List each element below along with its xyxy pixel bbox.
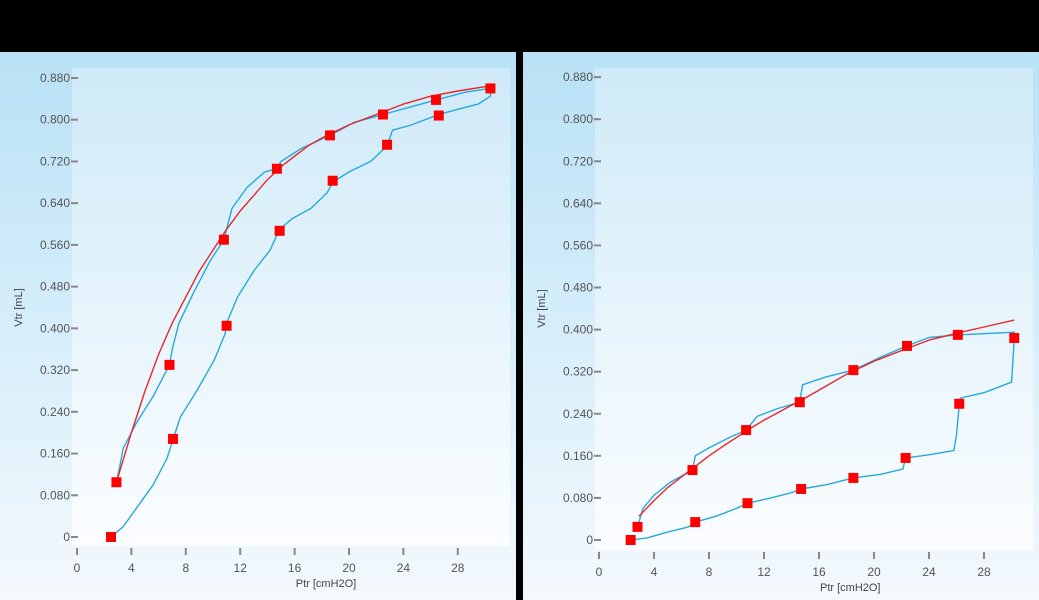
- x-tick-label: 4: [128, 561, 135, 575]
- y-tick-label: 0.160: [563, 449, 593, 463]
- x-tick-label: 16: [288, 561, 302, 575]
- sample-point-marker: [274, 225, 285, 236]
- sample-point-marker: [632, 521, 643, 532]
- y-tick-label: 0.800: [40, 113, 70, 127]
- y-axis-title: Vtr [mL]: [13, 288, 25, 327]
- y-tick-label: 0.240: [40, 405, 70, 419]
- sample-point-marker: [324, 130, 335, 141]
- y-tick-label: 0.800: [563, 112, 593, 126]
- x-tick-label: 16: [812, 565, 826, 579]
- x-tick-label: 12: [234, 561, 248, 575]
- y-axis-title: Vtr [mL]: [536, 289, 548, 328]
- y-tick-label: 0.640: [563, 196, 593, 210]
- sample-point-marker: [690, 517, 701, 528]
- sample-point-marker: [625, 535, 636, 545]
- x-tick-label: 24: [397, 561, 411, 575]
- x-tick-label: 28: [977, 565, 991, 579]
- plot-area: [72, 68, 510, 546]
- left-chart: 0 0.080 0.160 0.240 0.320 0.400 0.480 0.560 0.64…: [13, 68, 510, 590]
- sample-point-marker: [164, 359, 175, 370]
- y-tick-label: 0.640: [40, 196, 70, 210]
- left-chart-panel: 0 0.080 0.160 0.240 0.320 0.400 0.480 0.560 0.64…: [0, 52, 516, 600]
- sample-point-marker: [1009, 333, 1020, 344]
- y-tick-label: 0.480: [563, 281, 593, 295]
- x-tick-label: 8: [182, 561, 189, 575]
- y-tick-label: 0.480: [40, 280, 70, 294]
- sample-point-marker: [168, 433, 179, 444]
- sample-point-marker: [900, 452, 911, 463]
- y-tick-label: 0.320: [40, 363, 70, 377]
- sample-point-marker: [111, 477, 122, 488]
- sample-point-marker: [954, 398, 965, 409]
- sample-point-marker: [848, 365, 859, 376]
- y-tick-label: 0.080: [563, 491, 593, 505]
- sample-point-marker: [848, 472, 859, 483]
- sample-point-marker: [433, 110, 444, 121]
- fitted-curve: [115, 85, 491, 483]
- sample-point-marker: [431, 94, 442, 105]
- y-tick-label: 0.560: [40, 238, 70, 252]
- sample-point-marker: [687, 465, 698, 476]
- x-tick-label: 4: [651, 565, 658, 579]
- x-tick-label: 0: [74, 561, 81, 575]
- right-chart-panel: 0 0.080 0.160 0.240 0.320 0.400 0.480 0.560 0.64…: [523, 52, 1039, 600]
- x-tick-label: 8: [706, 565, 713, 579]
- sample-point-marker: [741, 425, 752, 436]
- measured-loop: [110, 87, 492, 538]
- x-tick-label: 20: [867, 565, 881, 579]
- sample-point-marker: [796, 483, 807, 494]
- y-tick-label: 0.880: [563, 70, 593, 84]
- sample-point-marker: [221, 320, 232, 331]
- y-tick-label: 0.880: [40, 71, 70, 85]
- y-tick-label: 0.400: [563, 323, 593, 337]
- x-axis-title: Ptr [cmH2O]: [296, 578, 357, 590]
- y-tick-label: 0.720: [40, 154, 70, 168]
- measured-loop: [630, 331, 1015, 541]
- sample-point-marker: [382, 139, 393, 150]
- x-tick-label: 24: [922, 565, 936, 579]
- sample-point-marker: [378, 109, 388, 120]
- fitted-curve: [638, 319, 1015, 517]
- y-tick-label: 0.400: [40, 321, 70, 335]
- y-tick-label: 0.080: [40, 488, 70, 502]
- sample-point-marker: [218, 234, 229, 245]
- x-tick-label: 20: [342, 561, 356, 575]
- y-tick-label: 0.320: [563, 365, 593, 379]
- plot-area: [595, 68, 1033, 550]
- y-tick-label: 0.560: [563, 238, 593, 252]
- sample-point-marker: [742, 498, 753, 509]
- x-tick-label: 12: [757, 565, 771, 579]
- y-tick-label: 0.160: [40, 447, 70, 461]
- sample-point-marker: [902, 340, 912, 351]
- right-chart: 0 0.080 0.160 0.240 0.320 0.400 0.480 0.560 0.64…: [536, 68, 1033, 594]
- x-axis-title: Ptr [cmH2O]: [820, 582, 881, 594]
- y-tick-label: 0.720: [563, 154, 593, 168]
- sample-point-marker: [106, 532, 116, 542]
- sample-point-marker: [271, 163, 282, 174]
- y-tick-label: 0: [63, 530, 70, 544]
- y-tick-label: 0: [586, 533, 593, 547]
- sample-point-marker: [485, 83, 496, 94]
- y-tick-label: 0.240: [563, 407, 593, 421]
- x-tick-label: 28: [451, 561, 465, 575]
- sample-point-marker: [952, 329, 963, 340]
- sample-point-marker: [794, 397, 805, 408]
- sample-point-marker: [327, 175, 338, 186]
- x-tick-label: 0: [596, 565, 603, 579]
